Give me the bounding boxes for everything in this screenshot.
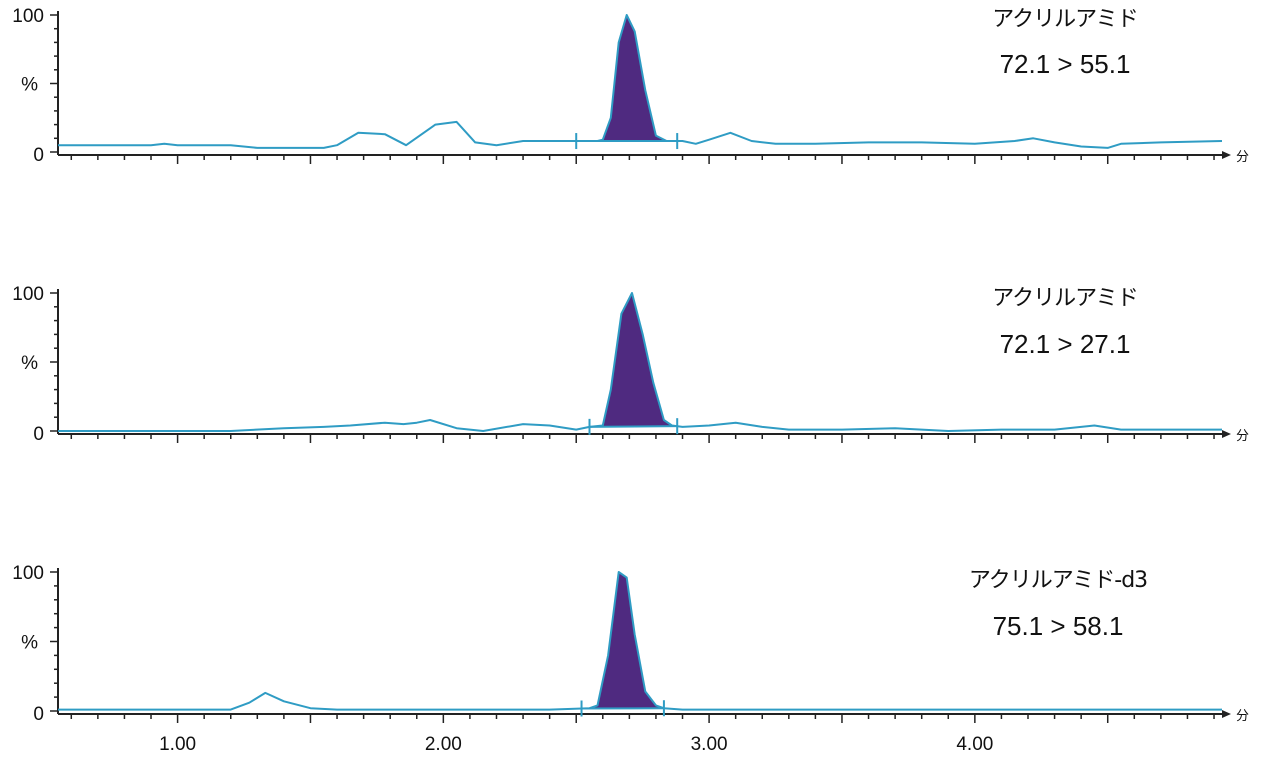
- y-tick-label-max: 100: [12, 284, 44, 305]
- x-unit-label: 分: [1236, 150, 1249, 165]
- y-tick-label-max: 100: [12, 563, 44, 584]
- x-tick-label: 2.00: [425, 734, 462, 755]
- integrated-peak-area: [576, 15, 678, 142]
- transition-label: 75.1 > 58.1: [993, 611, 1124, 641]
- peak-baseline: [589, 425, 678, 428]
- y-axis-label: %: [21, 75, 38, 96]
- chromatogram-panel-2: 100 0% 分 アクリルアミド 72.1 > 27.1: [12, 284, 1249, 445]
- integrated-peak-area: [581, 572, 664, 709]
- compound-label: アクリルアミド: [992, 7, 1137, 32]
- compound-label: アクリルアミド: [992, 286, 1137, 311]
- x-axis-arrow: [1222, 151, 1231, 159]
- chromatogram-panel-3: 100 0% 分 アクリルアミド-d3 75.1 > 58.1: [12, 563, 1249, 725]
- y-tick-label-max: 100: [12, 6, 44, 27]
- y-axis-label: %: [21, 353, 38, 374]
- transition-label: 72.1 > 55.1: [1000, 49, 1131, 79]
- chromatogram-trace: [58, 292, 1222, 432]
- chromatogram-trace: [58, 14, 1223, 149]
- y-tick-label-zero: 0: [33, 424, 44, 445]
- x-tick-label: 4.00: [956, 734, 993, 755]
- x-unit-label: 分: [1236, 429, 1249, 444]
- x-axis-arrow: [1222, 430, 1231, 438]
- integrated-peak-area: [589, 293, 678, 427]
- x-axis-arrow: [1222, 710, 1231, 718]
- chromatogram-trace: [58, 571, 1222, 711]
- chromatogram-panel-1: 100 0% 分 アクリルアミド 72.1 > 55.1: [12, 6, 1249, 166]
- y-tick-label-zero: 0: [33, 145, 44, 166]
- x-unit-label: 分: [1236, 709, 1249, 724]
- x-tick-label: 1.00: [159, 734, 196, 755]
- compound-label: アクリルアミド-d3: [969, 568, 1147, 593]
- x-tick-label: 3.00: [691, 734, 728, 755]
- transition-label: 72.1 > 27.1: [1000, 329, 1131, 359]
- y-axis-label: %: [21, 633, 38, 654]
- y-tick-label-zero: 0: [33, 704, 44, 725]
